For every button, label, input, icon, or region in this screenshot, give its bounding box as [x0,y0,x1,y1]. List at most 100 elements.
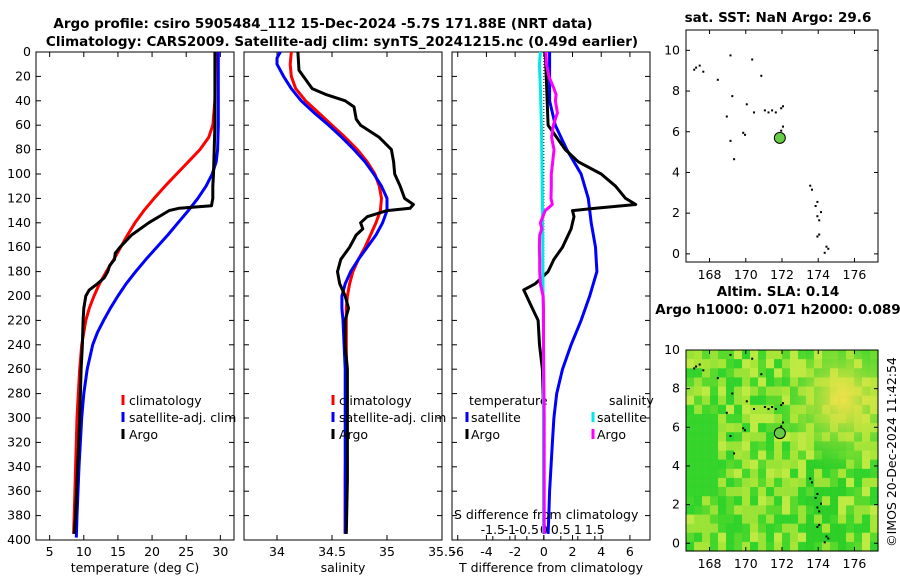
coastline-dot [729,435,732,437]
coastline-dot [733,158,736,161]
coastline-dot [698,64,701,67]
coastline-dot [771,406,774,408]
coastline-dot [782,105,784,108]
x-tick-label: 2 [569,544,577,559]
coastline-dot [816,215,819,218]
coastline-dot [823,251,826,254]
x-tick-label: 20 [144,544,160,559]
y-tick-label: 280 [7,386,31,401]
x-tick-label: 34 [269,544,285,559]
coastline-dot [729,353,732,356]
coastline-dot [753,408,755,410]
coastline-dot [816,200,819,203]
coastline-dot [733,452,736,455]
legend-label: climatology [339,393,412,408]
coastline-dot [763,406,766,408]
legend-label: climatology [129,393,202,408]
y-tick-label: 360 [7,483,31,498]
y-tick-label: 6 [672,124,680,139]
coastline-dot [695,66,698,69]
series-argo [296,51,415,534]
coastline-dot [827,247,830,250]
coastline-dot [693,367,696,370]
legend-salinity-title: salinity [609,393,654,408]
coastline-dot [731,95,734,98]
temperature-panel: 0 20 40 60 80 100 120 140 160 180 200 220 240 260 280 3… [7,44,236,575]
coastline-dot [816,493,819,495]
legend-label: satellite-adj. clim [339,410,446,425]
x-tick-label: 174 [806,267,830,282]
x-tick-label: 15 [110,544,126,559]
coastline-dot [725,411,728,414]
coastline-dot [816,506,819,509]
y-tick-label: 8 [672,83,680,98]
coastline-dot [751,357,754,360]
temperature-panel-frame [35,51,235,541]
x-axis-label: salinity [321,560,366,575]
y-tick-label: 240 [7,337,31,352]
y-tick-label: 300 [7,410,31,425]
series-argo [72,52,217,535]
legend-label: Argo [129,427,158,442]
y-tick-label: 2 [672,205,680,220]
y-tick-label: 260 [7,361,31,376]
y-tick-label: 140 [7,215,31,230]
coastline-dot [716,78,719,81]
series-climatology [288,51,383,534]
coastline-dot [780,404,783,407]
coastline-dot [763,109,766,112]
y-tick-label: 320 [7,434,31,449]
x-tick-label: -6 [452,544,465,559]
s-tick-label: 1 [574,522,582,537]
x-tick-label: -2 [509,544,521,559]
salinity-panel: 34 34.5 35 35.5 salinity climatology satellite… [243,51,456,575]
x-tick-label: 170 [734,556,758,571]
coastline-dot [742,131,745,134]
s-tick-label: 1.5 [585,522,605,537]
coastline-dot [729,54,732,57]
coastline-dot [729,139,732,142]
sst-map-panel: sat. SST: NaN Argo: 29.6 168 170 172 174 176… [664,10,879,282]
x-tick-label: 35 [379,544,395,559]
x-tick-label: 176 [843,267,867,282]
coastline-dot [818,219,821,222]
legend-temperature-title: temperature [469,393,548,408]
coastline-dot [760,373,763,376]
coastline-dot [693,68,696,71]
y-tick-label: 0 [23,44,31,59]
sla-high [686,350,878,551]
y-tick-label: 200 [7,288,31,303]
coastline-dot [816,525,819,528]
series-climatology [72,51,218,534]
y-tick-label: 160 [7,239,31,254]
legend-label: Argo [597,427,626,442]
s-tick-label: -1.5 [481,522,505,537]
argo-marker [773,427,786,440]
y-tick-label: 60 [15,117,31,132]
y-tick-label: 20 [15,68,31,83]
coastline-dot [782,421,784,424]
y-tick-label: 6 [672,419,680,434]
series-t-satellite [546,52,599,534]
legend-label: Argo [471,427,500,442]
x-tick-label: 4 [597,544,605,559]
x-tick-label: 168 [698,267,722,282]
y-tick-label: 8 [672,381,680,396]
argo-marker [773,131,786,144]
x-tick-label: 174 [806,556,830,571]
coastline-dot [809,477,812,480]
coastline-dot [702,369,705,372]
coastline-dot [731,392,734,395]
coastline-dot [814,496,817,499]
x-tick-label: 176 [843,556,867,571]
coastline-dot [818,233,821,236]
y-tick-label: 120 [7,190,31,205]
coastline-dot [716,377,719,380]
x-tick-label: 170 [734,267,758,282]
x-tick-label: 35.5 [428,544,456,559]
x-tick-label: 6 [626,544,634,559]
y-tick-label: 180 [7,264,31,279]
coastline-dot [820,211,822,214]
coastline-dot [760,74,763,77]
